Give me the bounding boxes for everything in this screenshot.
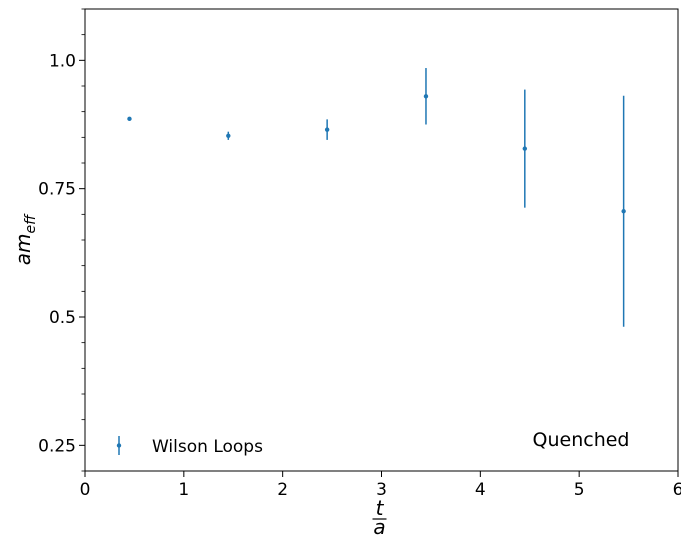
data-point <box>325 127 329 131</box>
legend: Wilson Loops <box>117 436 263 457</box>
x-tick-label: 4 <box>475 480 486 500</box>
series-layer <box>127 68 626 327</box>
y-tick-label: 1.0 <box>49 51 76 71</box>
data-point <box>523 146 527 150</box>
x-axis-label: t a <box>373 496 387 535</box>
y-axis-label-subscript: eff <box>23 213 39 234</box>
data-point <box>127 117 131 121</box>
legend-label: Wilson Loops <box>152 437 263 457</box>
x-tick-label: 1 <box>178 480 189 500</box>
x-tick-label: 0 <box>80 480 91 500</box>
x-axis-label-denominator: a <box>373 515 385 535</box>
y-tick-label: 0.5 <box>49 308 76 328</box>
y-tick-label: 0.25 <box>38 436 76 456</box>
annotation-quenched: Quenched <box>533 429 630 451</box>
legend-point-marker <box>117 443 121 447</box>
x-tick-label: 2 <box>277 480 288 500</box>
x-tick-label: 6 <box>673 480 681 500</box>
data-point <box>621 209 625 213</box>
plot-frame <box>85 9 678 471</box>
y-axis-label-main: am <box>11 233 35 265</box>
ticks-layer: 0 1 2 3 4 5 60.250.50.751.0 <box>38 9 681 500</box>
data-point <box>226 134 230 138</box>
x-tick-label: 5 <box>574 480 585 500</box>
y-tick-label: 0.75 <box>38 180 76 200</box>
y-axis-label: ameff <box>11 213 39 265</box>
data-point <box>424 94 428 98</box>
